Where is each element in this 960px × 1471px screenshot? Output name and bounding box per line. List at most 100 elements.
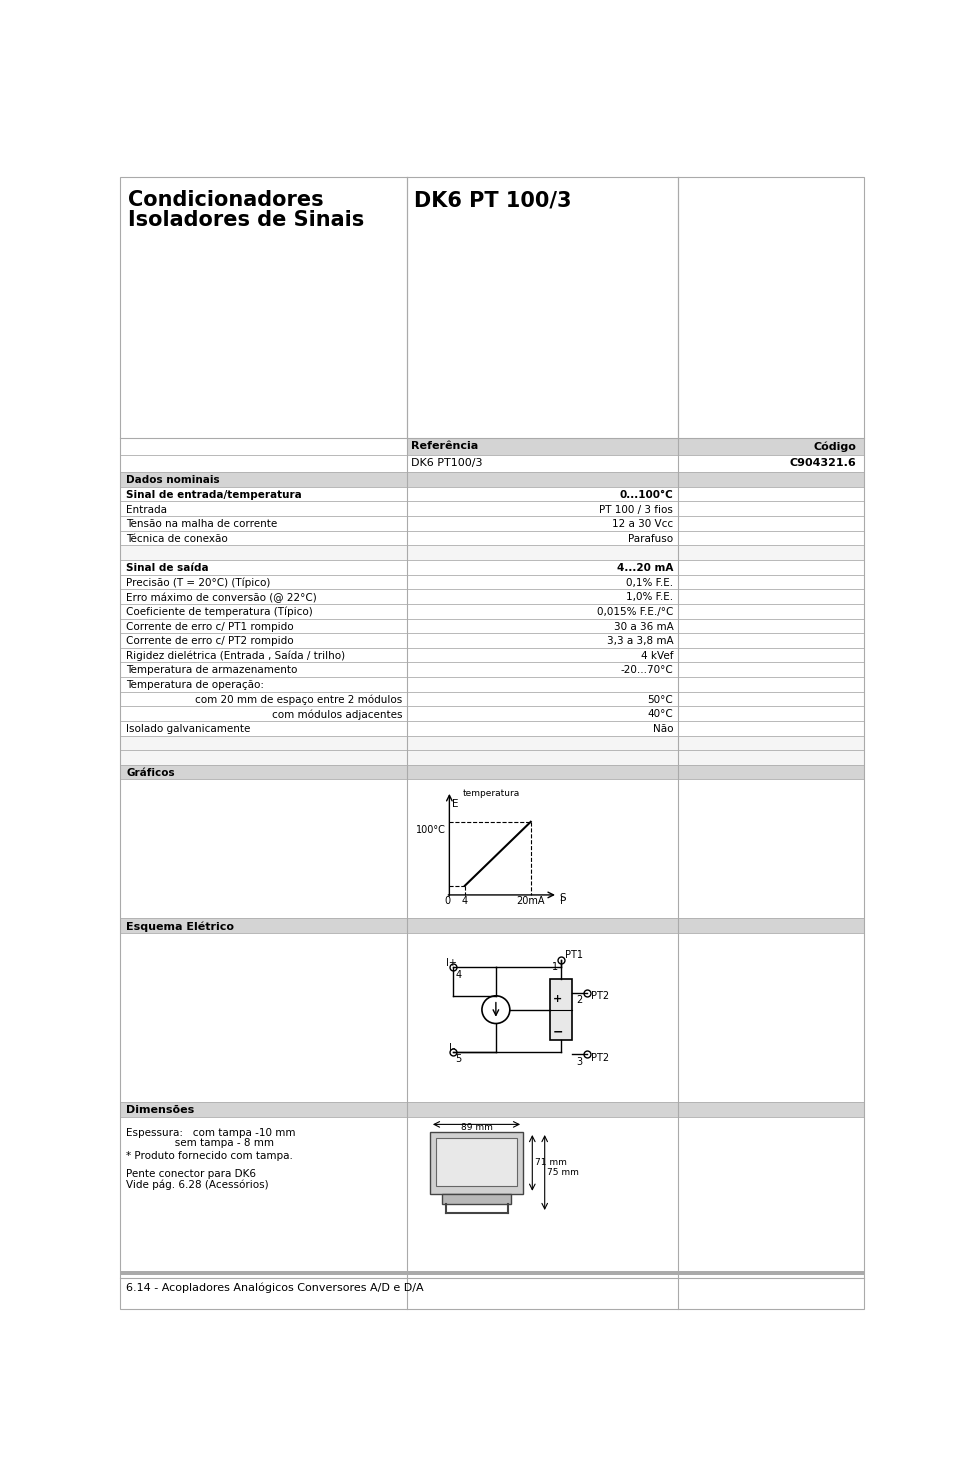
Text: 40°C: 40°C xyxy=(648,709,673,719)
Bar xyxy=(678,502,864,516)
Text: 0...100°C: 0...100°C xyxy=(619,490,673,500)
Text: Esquema Elétrico: Esquema Elétrico xyxy=(126,921,234,931)
Text: E: E xyxy=(452,799,458,809)
Text: 1,0% F.E.: 1,0% F.E. xyxy=(626,593,673,602)
Bar xyxy=(120,1271,864,1274)
Bar xyxy=(678,677,864,691)
Bar xyxy=(407,780,678,918)
Text: 4: 4 xyxy=(456,969,462,980)
Text: 5: 5 xyxy=(456,1055,462,1065)
Bar xyxy=(120,546,407,560)
Text: Condicionadores: Condicionadores xyxy=(128,190,324,210)
Bar xyxy=(436,1139,516,1186)
Bar xyxy=(407,662,678,677)
Text: I-: I- xyxy=(448,1043,455,1053)
Bar xyxy=(678,590,864,605)
Text: I+: I+ xyxy=(446,958,457,968)
Text: 100°C: 100°C xyxy=(417,825,446,836)
Bar xyxy=(120,721,407,736)
Bar xyxy=(120,438,407,455)
Text: Gráficos: Gráficos xyxy=(126,768,175,778)
Text: 30 a 36 mA: 30 a 36 mA xyxy=(613,622,673,631)
Bar xyxy=(120,706,407,721)
Text: Corrente de erro c/ PT1 rompido: Corrente de erro c/ PT1 rompido xyxy=(126,622,294,631)
Text: 2: 2 xyxy=(576,994,583,1005)
Bar xyxy=(550,978,572,1040)
Bar xyxy=(678,546,864,560)
Bar xyxy=(407,765,678,780)
Bar xyxy=(678,487,864,502)
Text: 4: 4 xyxy=(462,896,468,906)
Bar xyxy=(120,677,407,691)
Bar xyxy=(120,933,407,1102)
Bar xyxy=(407,590,678,605)
Text: 20mA: 20mA xyxy=(516,896,545,906)
Text: Código: Código xyxy=(813,441,856,452)
Text: Coeficiente de temperatura (Típico): Coeficiente de temperatura (Típico) xyxy=(126,608,313,618)
Bar xyxy=(678,750,864,765)
Text: Não: Não xyxy=(653,724,673,734)
Text: 1: 1 xyxy=(552,962,558,972)
Bar xyxy=(407,691,678,706)
Bar xyxy=(678,721,864,736)
Bar xyxy=(407,736,678,750)
Bar xyxy=(120,516,407,531)
Bar xyxy=(407,531,678,546)
Bar xyxy=(407,618,678,633)
Bar xyxy=(678,736,864,750)
Text: 4...20 mA: 4...20 mA xyxy=(617,563,673,574)
Text: Vide pág. 6.28 (Acessórios): Vide pág. 6.28 (Acessórios) xyxy=(126,1180,269,1190)
Bar xyxy=(678,472,864,487)
Bar xyxy=(120,590,407,605)
Bar xyxy=(120,455,407,472)
Text: Isoladores de Sinais: Isoladores de Sinais xyxy=(128,210,364,231)
Text: Parafuso: Parafuso xyxy=(628,534,673,544)
Bar xyxy=(120,918,864,933)
Text: 89 mm: 89 mm xyxy=(461,1122,492,1131)
Text: Precisão (T = 20°C) (Típico): Precisão (T = 20°C) (Típico) xyxy=(126,578,271,588)
Text: 0,1% F.E.: 0,1% F.E. xyxy=(626,578,673,588)
Text: 3,3 a 3,8 mA: 3,3 a 3,8 mA xyxy=(607,637,673,646)
Bar xyxy=(120,560,407,575)
Bar xyxy=(407,933,678,1102)
Bar xyxy=(407,750,678,765)
Text: DK6 PT 100/3: DK6 PT 100/3 xyxy=(415,190,572,210)
Text: 0,015% F.E./°C: 0,015% F.E./°C xyxy=(597,608,673,616)
Text: Temperatura de operação:: Temperatura de operação: xyxy=(126,680,264,690)
Bar xyxy=(407,546,678,560)
Bar xyxy=(678,575,864,590)
Bar xyxy=(407,487,678,502)
Bar xyxy=(678,933,864,1102)
Text: 3: 3 xyxy=(576,1056,583,1066)
Bar xyxy=(120,736,407,750)
Bar xyxy=(678,455,864,472)
Bar xyxy=(430,1133,523,1193)
Bar xyxy=(120,177,864,438)
Bar xyxy=(120,487,407,502)
Text: 6.14 - Acopladores Analógicos Conversores A/D e D/A: 6.14 - Acopladores Analógicos Conversore… xyxy=(126,1283,423,1293)
Bar xyxy=(678,765,864,780)
Bar xyxy=(407,706,678,721)
Bar xyxy=(678,1116,864,1271)
Bar xyxy=(678,516,864,531)
Text: +: + xyxy=(552,994,562,1005)
Bar xyxy=(407,721,678,736)
Bar xyxy=(120,765,407,780)
Text: PT2: PT2 xyxy=(591,991,610,1002)
Text: Dimensões: Dimensões xyxy=(126,1105,195,1115)
Bar xyxy=(442,1193,512,1205)
Bar xyxy=(407,677,678,691)
Text: DK6 PT100/3: DK6 PT100/3 xyxy=(412,459,483,468)
Text: 50°C: 50°C xyxy=(648,694,673,705)
Bar xyxy=(678,618,864,633)
Bar xyxy=(678,531,864,546)
Bar xyxy=(678,647,864,662)
Bar xyxy=(678,438,864,455)
Text: * Produto fornecido com tampa.: * Produto fornecido com tampa. xyxy=(126,1150,293,1161)
Bar xyxy=(407,647,678,662)
Text: Referência: Referência xyxy=(412,441,479,452)
Bar xyxy=(678,706,864,721)
Bar xyxy=(407,575,678,590)
Text: com módulos adjacentes: com módulos adjacentes xyxy=(272,709,402,719)
Text: Espessura:   com tampa -10 mm: Espessura: com tampa -10 mm xyxy=(126,1128,296,1139)
